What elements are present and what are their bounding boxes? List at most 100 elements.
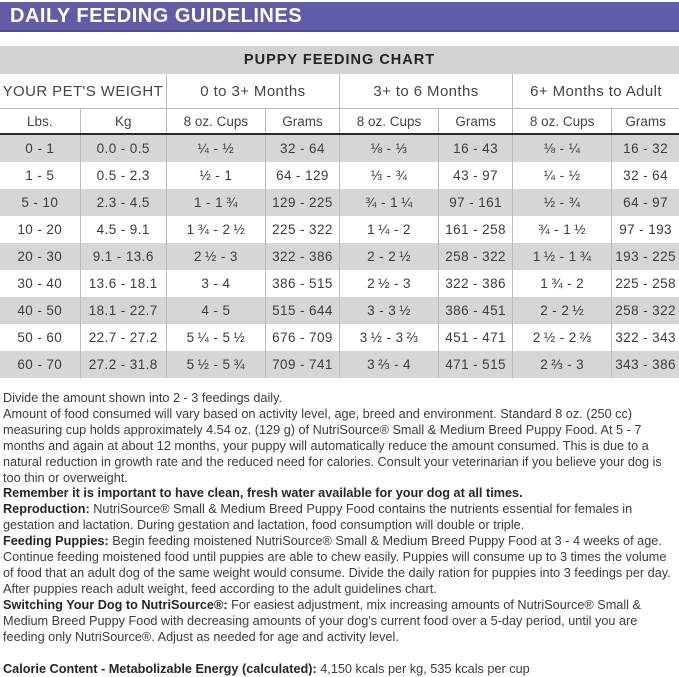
group-header-row: YOUR PET'S WEIGHT 0 to 3+ Months 3+ to 6…	[0, 74, 679, 109]
calorie-content-line: Calorie Content - Metabolizable Energy (…	[0, 662, 679, 677]
table-cell: 10 - 20	[0, 216, 80, 243]
table-cell: 60 - 70	[0, 351, 80, 378]
column-header-row: Lbs. Kg 8 oz. Cups Grams 8 oz. Cups Gram…	[0, 109, 679, 135]
table-cell: 4.5 - 9.1	[80, 216, 166, 243]
table-cell: 343 - 386	[612, 351, 679, 378]
table-cell: 32 - 64	[265, 134, 339, 162]
table-cell: 1 ½ - 1 ¾	[513, 243, 612, 270]
table-cell: 515 - 644	[265, 297, 339, 324]
table-cell: 322 - 386	[439, 270, 513, 297]
column-header-cups: 8 oz. Cups	[339, 109, 438, 135]
table-cell: 193 - 225	[612, 243, 679, 270]
table-cell: 2 ⅔ - 3	[513, 351, 612, 378]
column-header-lbs: Lbs.	[0, 109, 80, 135]
column-header-cups: 8 oz. Cups	[166, 109, 265, 135]
chart-title: PUPPY FEEDING CHART	[0, 46, 679, 74]
table-cell: 4 - 5	[166, 297, 265, 324]
note-paragraph: Switching Your Dog to NutriSource®: For …	[3, 598, 676, 646]
table-cell: 1 ¼ - 2	[339, 216, 438, 243]
puppy-feeding-table: PUPPY FEEDING CHART YOUR PET'S WEIGHT 0 …	[0, 46, 679, 378]
column-header-grams: Grams	[612, 109, 679, 135]
table-cell: 2 - 2 ½	[513, 297, 612, 324]
note-bold-text: Reproduction:	[3, 502, 90, 516]
table-cell: 709 - 741	[265, 351, 339, 378]
table-cell: 3 ½ - 3 ⅔	[339, 324, 438, 351]
note-paragraph: Remember it is important to have clean, …	[3, 486, 676, 502]
table-cell: 64 - 129	[265, 162, 339, 189]
table-cell: 161 - 258	[439, 216, 513, 243]
table-cell: 3 ⅔ - 4	[339, 351, 438, 378]
note-paragraph: Divide the amount shown into 2 - 3 feedi…	[3, 391, 676, 407]
table-cell: 5 - 10	[0, 189, 80, 216]
table-cell: 32 - 64	[612, 162, 679, 189]
table-cell: ¾ - 1 ½	[513, 216, 612, 243]
note-paragraph: Reproduction: NutriSource® Small & Mediu…	[3, 502, 676, 534]
table-cell: 16 - 43	[439, 134, 513, 162]
weight-header: YOUR PET'S WEIGHT	[0, 74, 166, 109]
table-cell: 1 ¾ - 2	[513, 270, 612, 297]
table-cell: 3 - 4	[166, 270, 265, 297]
calorie-content-value: 4,150 kcals per kg, 535 kcals per cup	[317, 662, 530, 676]
group-header-3-6-months: 3+ to 6 Months	[339, 74, 512, 109]
table-cell: 5 ¼ - 5 ½	[166, 324, 265, 351]
column-header-kg: Kg	[80, 109, 166, 135]
table-cell: 1 ¾ - 2 ½	[166, 216, 265, 243]
table-cell: 1 - 5	[0, 162, 80, 189]
table-cell: ½ - ¾	[513, 189, 612, 216]
table-cell: 18.1 - 22.7	[80, 297, 166, 324]
table-cell: 676 - 709	[265, 324, 339, 351]
table-cell: ½ - 1	[166, 162, 265, 189]
chart-title-row: PUPPY FEEDING CHART	[0, 46, 679, 74]
page-title: DAILY FEEDING GUIDELINES	[10, 5, 302, 28]
table-cell: 225 - 258	[612, 270, 679, 297]
table-cell: 3 - 3 ½	[339, 297, 438, 324]
table-cell: 225 - 322	[265, 216, 339, 243]
table-cell: 258 - 322	[439, 243, 513, 270]
table-cell: 9.1 - 13.6	[80, 243, 166, 270]
note-bold-text: Feeding Puppies:	[3, 534, 109, 548]
group-header-6-adult: 6+ Months to Adult	[513, 74, 679, 109]
table-cell: 27.2 - 31.8	[80, 351, 166, 378]
group-header-0-3-months: 0 to 3+ Months	[166, 74, 339, 109]
note-paragraph: Amount of food consumed will vary based …	[3, 407, 676, 487]
notes: Divide the amount shown into 2 - 3 feedi…	[0, 391, 679, 646]
table-cell: 20 - 30	[0, 243, 80, 270]
feeding-chart: PUPPY FEEDING CHART YOUR PET'S WEIGHT 0 …	[0, 46, 679, 378]
table-cell: ¼ - ½	[513, 162, 612, 189]
page-banner: DAILY FEEDING GUIDELINES	[0, 2, 679, 32]
table-cell: 386 - 515	[265, 270, 339, 297]
table-cell: 2 ½ - 3	[339, 270, 438, 297]
note-bold-text: Switching Your Dog to NutriSource®:	[3, 598, 228, 612]
table-cell: 5 ½ - 5 ¾	[166, 351, 265, 378]
column-header-grams: Grams	[439, 109, 513, 135]
table-cell: ⅓ - ¾	[339, 162, 438, 189]
note-paragraph: Feeding Puppies: Begin feeding moistened…	[3, 534, 676, 598]
column-header-grams: Grams	[265, 109, 339, 135]
table-cell: 2 ½ - 2 ⅔	[513, 324, 612, 351]
table-cell: 43 - 97	[439, 162, 513, 189]
table-cell: 0.0 - 0.5	[80, 134, 166, 162]
table-cell: 322 - 386	[265, 243, 339, 270]
table-cell: 64 - 97	[612, 189, 679, 216]
table-cell: 97 - 161	[439, 189, 513, 216]
table-cell: ¼ - ½	[166, 134, 265, 162]
table-cell: 451 - 471	[439, 324, 513, 351]
table-cell: ⅛ - ¼	[513, 134, 612, 162]
calorie-content-label: Calorie Content - Metabolizable Energy (…	[3, 662, 317, 676]
table-cell: 0 - 1	[0, 134, 80, 162]
table-cell: 30 - 40	[0, 270, 80, 297]
table-cell: 50 - 60	[0, 324, 80, 351]
table-cell: 2 - 2 ½	[339, 243, 438, 270]
table-cell: 322 - 343	[612, 324, 679, 351]
table-cell: 386 - 451	[439, 297, 513, 324]
table-cell: 471 - 515	[439, 351, 513, 378]
